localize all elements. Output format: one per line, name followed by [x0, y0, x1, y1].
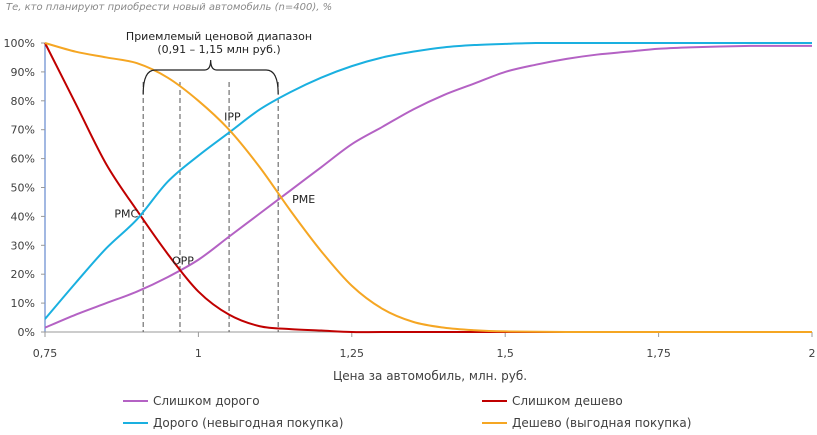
series-line-4 — [44, 42, 812, 334]
x-tick-label: 1,75 — [646, 347, 671, 360]
series-lines — [44, 41, 812, 334]
bracket-path — [142, 59, 279, 95]
legend: Слишком дорого Слишком дешево Дорого (невы… — [123, 394, 691, 430]
x-tick-label: 1 — [195, 347, 202, 360]
series-line-2 — [44, 42, 812, 334]
legend-label-3: Дорого (невыгодная покупка) — [153, 416, 343, 430]
x-tick-label: 1,25 — [340, 347, 365, 360]
annotation-pmc: PMC — [114, 208, 138, 221]
legend-label-4: Дешево (выгодная покупка) — [512, 416, 691, 430]
y-tick-label: 50% — [11, 182, 35, 195]
annotation-pme: PME — [292, 193, 315, 206]
series-line-1 — [44, 44, 812, 329]
x-tick-label: 2 — [809, 347, 816, 360]
legend-label-2: Слишком дешево — [512, 394, 623, 408]
y-tick-label: 80% — [11, 95, 35, 108]
annotation-ipp: IPP — [224, 111, 241, 124]
y-tick-label: 100% — [4, 37, 35, 50]
x-tick-label: 1,5 — [496, 347, 514, 360]
y-tick-label: 40% — [11, 210, 35, 223]
y-tick-label: 30% — [11, 239, 35, 252]
legend-label-1: Слишком дорого — [153, 394, 260, 408]
y-tick-label: 90% — [11, 66, 35, 79]
annotation-opp: OPP — [172, 254, 194, 267]
axes: 0% 10% 20% 30% 40% 50% 60% 70% 80% 90% 100% 0,75 1 1,… — [4, 37, 816, 360]
range-label-line2: (0,91 – 1,15 млн руб.) — [157, 43, 280, 56]
y-tick-label: 10% — [11, 297, 35, 310]
x-axis-label: Цена за автомобиль, млн. руб. — [333, 369, 527, 383]
range-label-line1: Приемлемый ценовой диапазон — [126, 30, 312, 43]
x-tick-label: 0,75 — [33, 347, 58, 360]
annotations: PMC OPP IPP PME — [114, 111, 315, 268]
price-range-bracket: Приемлемый ценовой диапазон (0,91 – 1,15… — [126, 30, 312, 95]
y-tick-label: 0% — [18, 326, 35, 339]
y-tick-label: 20% — [11, 268, 35, 281]
chart-subtitle: Те, кто планируют приобрести новый автом… — [6, 1, 332, 13]
y-tick-label: 60% — [11, 153, 35, 166]
vertical-markers — [142, 82, 279, 332]
y-tick-label: 70% — [11, 124, 35, 137]
series-line-3 — [44, 41, 812, 320]
